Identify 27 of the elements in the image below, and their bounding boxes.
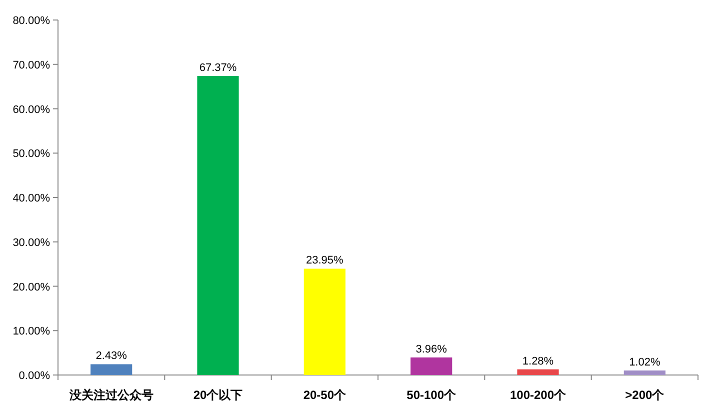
- bar: [410, 357, 452, 375]
- y-tick-label: 10.00%: [12, 326, 50, 338]
- x-tick-label: >200个: [625, 388, 666, 402]
- x-tick-label: 50-100个: [406, 388, 458, 402]
- bar: [197, 76, 239, 375]
- x-tick-label: 100-200个: [510, 388, 568, 402]
- y-tick-label: 60.00%: [12, 104, 50, 116]
- data-label: 23.95%: [306, 254, 344, 267]
- data-label: 2.43%: [96, 350, 128, 362]
- x-tick-label: 20-50个: [303, 388, 348, 402]
- y-tick-label: 20.00%: [12, 281, 50, 294]
- y-tick-label: 40.00%: [12, 192, 50, 204]
- y-tick-label: 70.00%: [12, 59, 50, 72]
- x-tick-label: 没关注过公众号: [68, 388, 154, 402]
- y-tick-label: 80.00%: [12, 15, 50, 27]
- y-tick-label: 0.00%: [18, 370, 50, 382]
- data-label: 1.02%: [629, 356, 660, 368]
- bar: [90, 364, 132, 375]
- y-tick-label: 30.00%: [12, 236, 50, 249]
- bar: [517, 369, 559, 375]
- x-tick-label: 20个以下: [193, 388, 243, 402]
- data-label: 3.96%: [416, 343, 448, 356]
- y-tick-label: 50.00%: [12, 148, 50, 160]
- bar: [624, 370, 666, 375]
- data-label: 67.37%: [199, 62, 237, 74]
- bar: [304, 268, 346, 375]
- data-label: 1.28%: [522, 355, 554, 368]
